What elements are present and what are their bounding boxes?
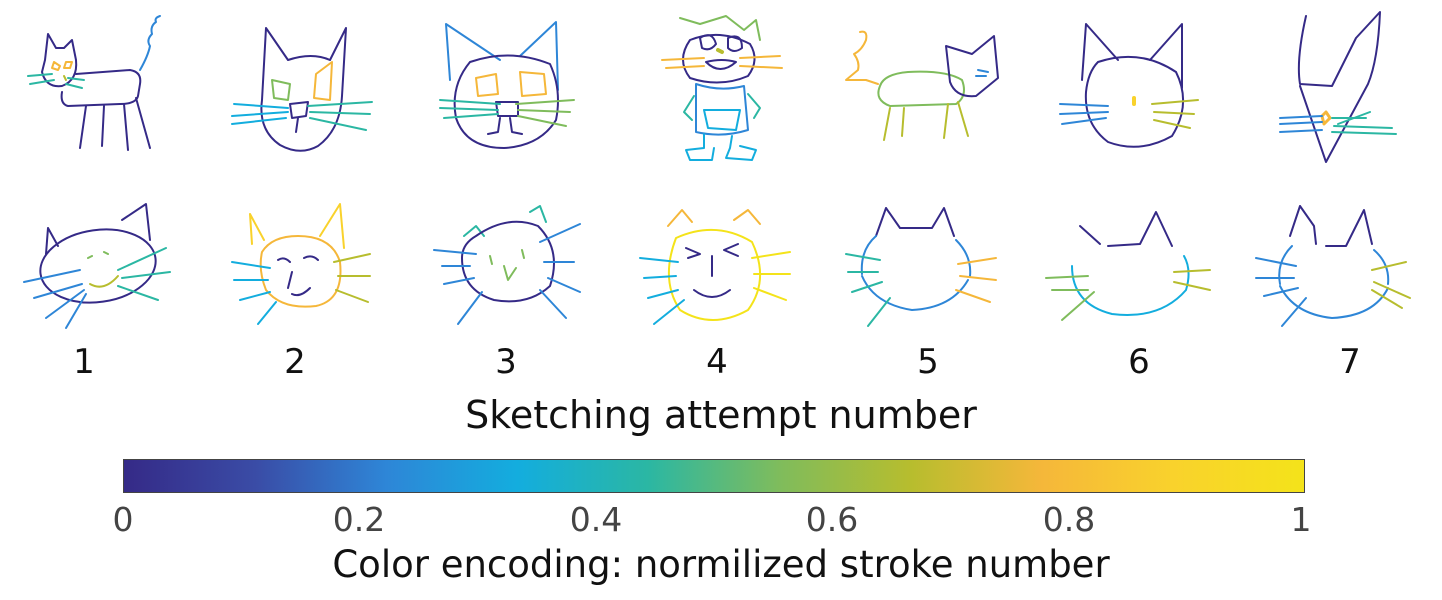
sketch-1-bottom — [23, 203, 171, 329]
sketch-7-top — [1279, 11, 1397, 163]
attempt-label-5: 5 — [917, 342, 939, 382]
colorbar-tick-4: 0.8 — [1042, 500, 1096, 539]
xaxis-title: Sketching attempt number — [465, 393, 977, 437]
sketch-4-top — [661, 15, 783, 161]
sketch-7-bottom — [1255, 205, 1411, 327]
colorbar-tick-2: 0.4 — [569, 500, 623, 539]
colorbar-tick-1: 0.2 — [332, 500, 386, 539]
attempt-label-3: 3 — [495, 342, 517, 382]
sketch-5-top — [845, 30, 999, 141]
sketch-1-top — [27, 15, 161, 151]
cat-sketches — [23, 11, 1411, 329]
sketch-3-top — [439, 21, 575, 149]
colorbar-title: Color encoding: normilized stroke number — [332, 543, 1110, 586]
sketch-6-bottom — [1045, 211, 1211, 321]
sketch-4-bottom — [639, 209, 791, 325]
attempt-label-2: 2 — [284, 342, 306, 382]
sketch-2-bottom — [231, 203, 371, 325]
sketch-3-bottom — [433, 205, 581, 325]
colorbar-tick-5: 1 — [1290, 500, 1312, 539]
attempt-label-7: 7 — [1339, 342, 1361, 382]
colorbar — [123, 459, 1305, 493]
sketch-2-top — [231, 27, 373, 152]
sketch-6-top — [1059, 23, 1199, 148]
attempt-label-6: 6 — [1128, 342, 1150, 382]
attempt-label-4: 4 — [706, 342, 728, 382]
colorbar-tick-0: 0 — [112, 500, 134, 539]
sketch-5-bottom — [845, 207, 997, 327]
attempt-label-1: 1 — [73, 342, 95, 382]
colorbar-tick-3: 0.6 — [805, 500, 859, 539]
